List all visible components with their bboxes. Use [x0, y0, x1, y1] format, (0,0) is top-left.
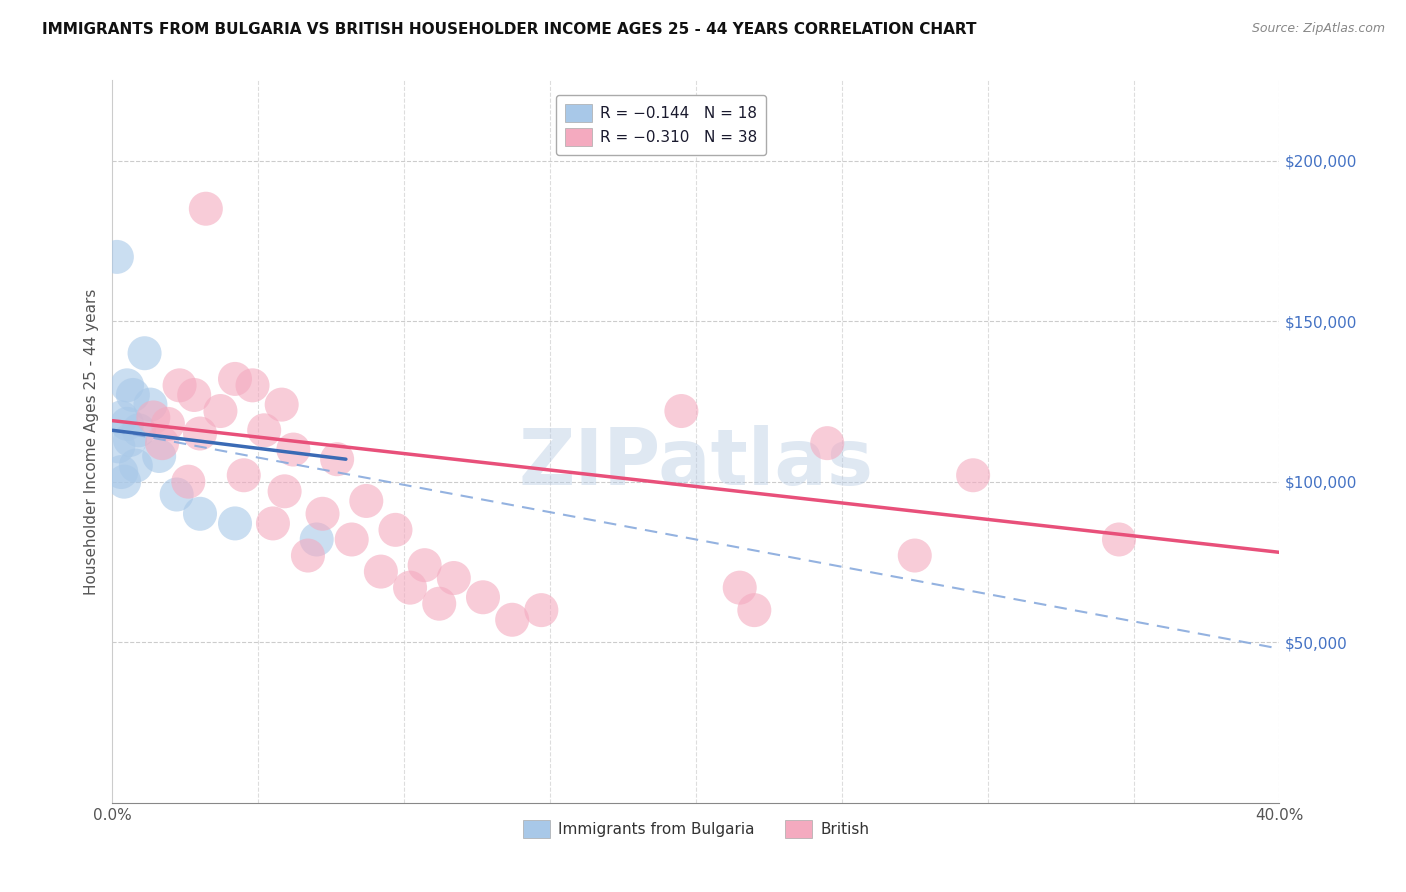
Point	[148, 449, 170, 463]
Point	[270, 398, 292, 412]
Point	[399, 581, 422, 595]
Point	[904, 549, 927, 563]
Point	[283, 442, 305, 457]
Point	[107, 439, 129, 453]
Point	[188, 426, 211, 441]
Point	[253, 423, 276, 437]
Point	[134, 346, 156, 360]
Point	[962, 468, 984, 483]
Point	[1108, 533, 1130, 547]
Point	[115, 417, 138, 431]
Point	[530, 603, 553, 617]
Legend: Immigrants from Bulgaria, British: Immigrants from Bulgaria, British	[515, 813, 877, 846]
Point	[501, 613, 523, 627]
Point	[427, 597, 450, 611]
Point	[166, 487, 188, 501]
Point	[115, 378, 138, 392]
Point	[305, 533, 328, 547]
Text: ZIPatlas: ZIPatlas	[519, 425, 873, 501]
Point	[128, 423, 150, 437]
Point	[139, 398, 162, 412]
Point	[224, 516, 246, 531]
Y-axis label: Householder Income Ages 25 - 44 years: Householder Income Ages 25 - 44 years	[83, 288, 98, 595]
Point	[110, 410, 132, 425]
Point	[169, 378, 191, 392]
Point	[112, 475, 135, 489]
Point	[194, 202, 217, 216]
Point	[356, 494, 378, 508]
Point	[150, 436, 173, 450]
Point	[297, 549, 319, 563]
Point	[815, 436, 838, 450]
Point	[311, 507, 333, 521]
Point	[232, 468, 254, 483]
Point	[118, 433, 141, 447]
Point	[443, 571, 465, 585]
Text: IMMIGRANTS FROM BULGARIA VS BRITISH HOUSEHOLDER INCOME AGES 25 - 44 YEARS CORREL: IMMIGRANTS FROM BULGARIA VS BRITISH HOUS…	[42, 22, 977, 37]
Point	[105, 250, 128, 264]
Point	[671, 404, 693, 418]
Point	[224, 372, 246, 386]
Point	[125, 458, 148, 473]
Point	[728, 581, 751, 595]
Point	[262, 516, 284, 531]
Point	[326, 452, 349, 467]
Point	[177, 475, 200, 489]
Point	[340, 533, 363, 547]
Point	[413, 558, 436, 573]
Point	[183, 388, 205, 402]
Point	[142, 410, 165, 425]
Point	[209, 404, 232, 418]
Point	[273, 484, 295, 499]
Point	[370, 565, 392, 579]
Point	[384, 523, 406, 537]
Text: Source: ZipAtlas.com: Source: ZipAtlas.com	[1251, 22, 1385, 36]
Point	[110, 465, 132, 479]
Point	[242, 378, 264, 392]
Point	[744, 603, 766, 617]
Point	[188, 507, 211, 521]
Point	[122, 388, 145, 402]
Point	[156, 417, 179, 431]
Point	[472, 591, 495, 605]
